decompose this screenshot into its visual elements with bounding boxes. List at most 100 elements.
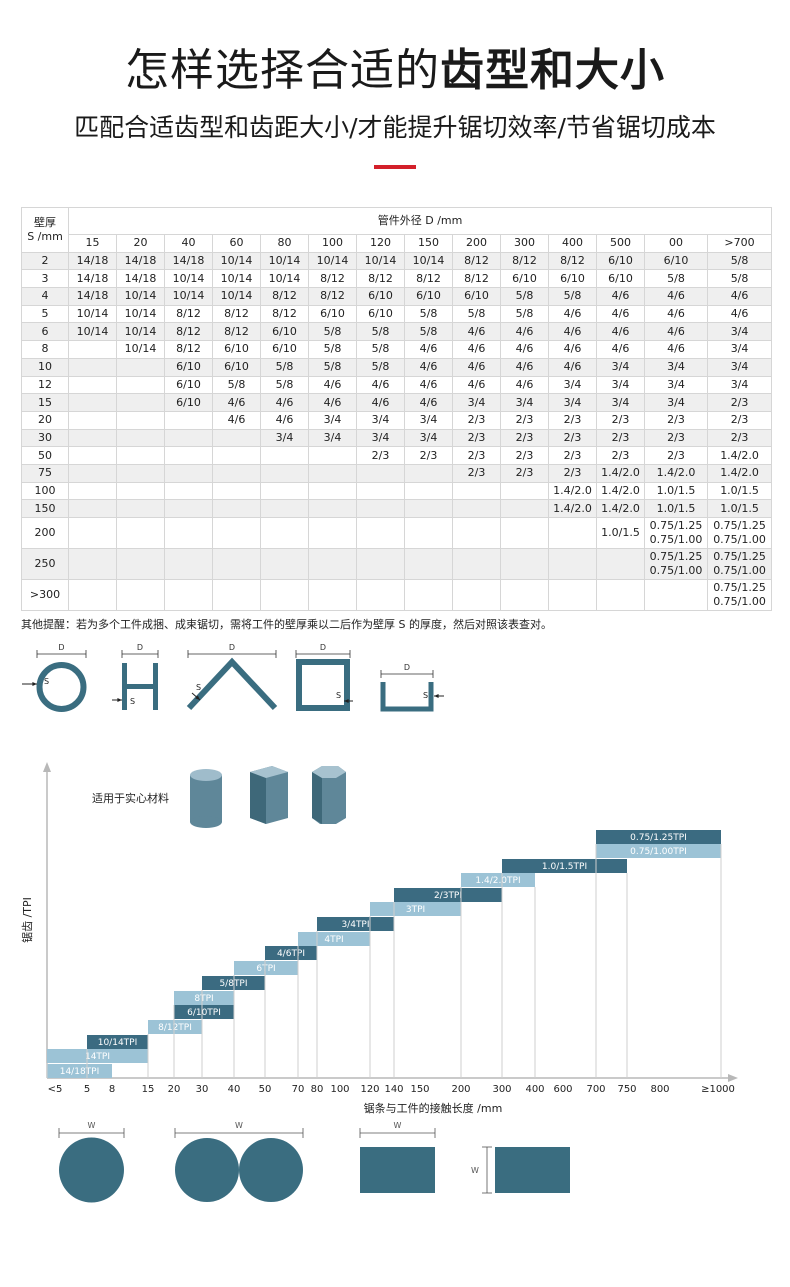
table-cell: 3/4 <box>706 375 773 395</box>
table-cell: 10/14 <box>68 322 117 342</box>
table-cell <box>404 481 453 501</box>
flat-bar-section <box>360 1147 435 1193</box>
row-thickness-label: 4 <box>21 287 69 306</box>
tpi-bar-label: 8TPI <box>194 994 213 1004</box>
table-cell: 4/6 <box>644 304 708 324</box>
row-thickness-label: 30 <box>21 428 69 448</box>
table-cell <box>116 375 165 395</box>
table-cell: 8/12 <box>308 287 357 306</box>
table-cell: 3/4 <box>596 357 645 377</box>
table-cell <box>68 428 117 448</box>
table-cell <box>164 548 213 580</box>
cylinder-body <box>190 775 222 822</box>
table-row: 15 6/10 4/6 4/6 4/6 4/6 4/6 3/4 3/4 3/4 3/4 3/4 2/3 <box>21 393 773 412</box>
h-beam-web <box>127 684 153 689</box>
cylinder-bottom <box>190 816 222 828</box>
table-row: 4 14/18 10/14 10/14 10/14 8/12 8/12 6/10 6/10 6/1… <box>21 287 773 306</box>
table-row: 250 0.75/1.25 0.75/1.00 0.75/1.25 0.75/1.00 <box>21 548 773 580</box>
table-cell <box>116 410 165 430</box>
table-cell: 2/3 <box>644 428 708 448</box>
table-cell <box>404 499 453 518</box>
tpi-bar <box>370 902 461 916</box>
hex-bar-top <box>312 766 346 778</box>
table-cell: 2/3 <box>500 463 549 483</box>
solid-material-label: 适用于实心材料 <box>92 791 169 805</box>
tpi-bar <box>596 830 721 844</box>
table-cell: 2/3 <box>452 428 501 448</box>
column-header: 20 <box>116 234 165 253</box>
wall-arrow-head <box>195 695 200 700</box>
x-tick-label: 15 <box>142 1084 155 1095</box>
x-tick-label: ≥1000 <box>701 1084 735 1095</box>
column-header: 300 <box>500 234 549 253</box>
row-thickness-label: 8 <box>21 340 69 359</box>
table-cell: 10/14 <box>308 251 357 271</box>
table-cell: 6/10 <box>260 322 309 342</box>
table-row: 3 14/18 14/18 10/14 10/14 10/14 8/12 8/12 8/12 8/… <box>21 269 773 289</box>
column-header: 120 <box>356 234 405 253</box>
table-cell <box>500 579 549 611</box>
wall-arrow-head <box>344 699 349 703</box>
tpi-bar <box>461 873 535 887</box>
tpi-spec-table-wrapper: 壁厚 S /mm 管件外径 D /mm 15 20 40 60 80 100 120 150 200 3… <box>21 207 773 611</box>
table-cell: 2/3 <box>500 428 549 448</box>
x-tick-label: 600 <box>553 1084 572 1095</box>
x-tick-label: 800 <box>650 1084 669 1095</box>
table-cell: 4/6 <box>452 357 501 377</box>
x-tick-label: 80 <box>311 1084 324 1095</box>
row-thickness-label: 12 <box>21 375 69 395</box>
table-cell: 8/12 <box>308 269 357 289</box>
table-cell <box>68 340 117 359</box>
table-cell: 6/10 <box>308 304 357 324</box>
tpi-bar-label: 4TPI <box>324 935 343 945</box>
row-thickness-label: 250 <box>21 548 69 580</box>
table-cell <box>452 579 501 611</box>
table-cell <box>116 481 165 501</box>
table-cell <box>356 517 405 549</box>
table-cell: 3/4 <box>644 375 708 395</box>
tpi-bar <box>317 917 394 931</box>
tpi-bar-label: 1.0/1.5TPI <box>542 862 587 872</box>
table-cell: 0.75/1.25 0.75/1.00 <box>644 517 708 549</box>
title-bold: 齿型和大小 <box>440 45 665 96</box>
row-thickness-label: 2 <box>21 251 69 271</box>
row-thickness-label: 50 <box>21 446 69 465</box>
table-cell: 5/8 <box>356 357 405 377</box>
table-cell <box>164 410 213 430</box>
tpi-bar-label: 6TPI <box>256 964 275 974</box>
table-cell: 4/6 <box>644 340 708 359</box>
table-cell: 2/3 <box>596 446 645 465</box>
x-tick-label: 700 <box>586 1084 605 1095</box>
x-tick-label: 8 <box>109 1084 115 1095</box>
table-cell: 10/14 <box>260 251 309 271</box>
table-cell: 1.4/2.0 <box>644 463 708 483</box>
table-cell <box>212 579 261 611</box>
table-cell: 5/8 <box>706 269 773 289</box>
tpi-bar-label: 0.75/1.25TPI <box>630 833 687 843</box>
bundled-bar-section <box>175 1138 239 1202</box>
table-cell: 2/3 <box>452 410 501 430</box>
table-cell <box>260 481 309 501</box>
tpi-bar-label: 14TPI <box>85 1052 110 1062</box>
table-cell <box>116 463 165 483</box>
table-cell <box>68 357 117 377</box>
x-tick-label: 200 <box>451 1084 470 1095</box>
title-regular: 怎样选择合适的 <box>125 45 440 96</box>
table-cell: 5/8 <box>260 375 309 395</box>
tpi-bar-label: 14/18TPI <box>60 1067 100 1077</box>
table-cell: 2/3 <box>356 446 405 465</box>
table-cell: 4/6 <box>500 340 549 359</box>
table-cell: 1.4/2.0 <box>596 481 645 501</box>
table-cell: 5/8 <box>706 251 773 271</box>
table-cell <box>164 481 213 501</box>
flat-bar-section-upright <box>495 1147 570 1193</box>
tpi-bar-label: 0.75/1.00TPI <box>630 847 687 857</box>
column-header: 60 <box>212 234 261 253</box>
table-cell: 2/3 <box>596 410 645 430</box>
table-cell: 8/12 <box>356 269 405 289</box>
table-cell: 14/18 <box>116 269 165 289</box>
table-row: 12 6/10 5/8 5/8 4/6 4/6 4/6 4/6 4/6 3/4 3/4 3/4 3/4 <box>21 375 773 395</box>
row-thickness-label: 3 <box>21 269 69 289</box>
table-cell <box>260 579 309 611</box>
